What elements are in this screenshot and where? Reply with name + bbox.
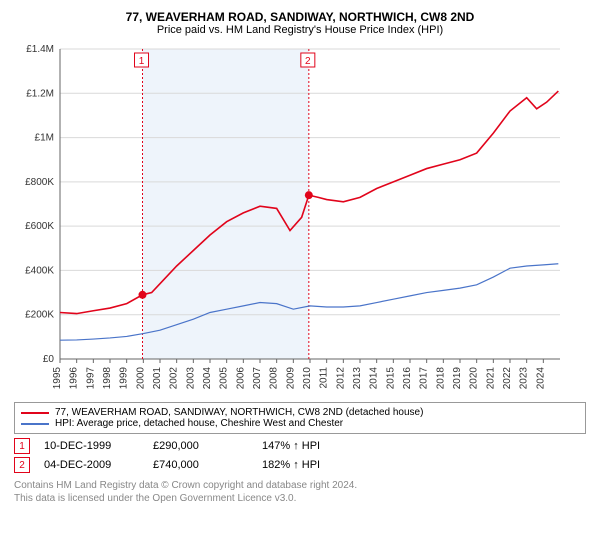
transaction-row: 2 04-DEC-2009 £740,000 182% ↑ HPI <box>14 457 586 473</box>
svg-text:2008: 2008 <box>269 367 280 390</box>
svg-text:2014: 2014 <box>369 367 380 390</box>
svg-text:2011: 2011 <box>319 367 330 389</box>
svg-text:2021: 2021 <box>485 367 496 390</box>
svg-text:2007: 2007 <box>252 367 263 390</box>
footnote: Contains HM Land Registry data © Crown c… <box>14 479 586 505</box>
svg-text:£200K: £200K <box>25 310 54 321</box>
svg-text:2018: 2018 <box>435 367 446 390</box>
svg-text:2013: 2013 <box>352 367 363 390</box>
svg-text:£1.2M: £1.2M <box>26 88 54 99</box>
svg-text:2019: 2019 <box>452 367 463 390</box>
legend-label: HPI: Average price, detached house, Ches… <box>55 418 343 429</box>
svg-text:1996: 1996 <box>69 367 80 390</box>
svg-text:2012: 2012 <box>335 367 346 390</box>
svg-text:1: 1 <box>139 56 145 67</box>
svg-text:2015: 2015 <box>385 367 396 390</box>
transaction-marker: 2 <box>14 457 30 473</box>
transaction-hpi: 182% ↑ HPI <box>262 459 357 471</box>
transaction-date: 04-DEC-2009 <box>44 459 139 471</box>
transaction-marker: 1 <box>14 438 30 454</box>
svg-text:2023: 2023 <box>519 367 530 390</box>
svg-text:1999: 1999 <box>119 367 130 390</box>
legend-label: 77, WEAVERHAM ROAD, SANDIWAY, NORTHWICH,… <box>55 407 423 418</box>
svg-text:2010: 2010 <box>302 367 313 390</box>
page-subtitle: Price paid vs. HM Land Registry's House … <box>10 24 590 36</box>
chart-container: £0 £200K £400K £600K £800K £1M £1.2M £1.4M 1995 1… <box>10 44 590 394</box>
svg-text:2003: 2003 <box>185 367 196 390</box>
svg-text:£400K: £400K <box>25 265 54 276</box>
svg-text:2004: 2004 <box>202 367 213 390</box>
svg-text:2001: 2001 <box>152 367 163 390</box>
transaction-price: £740,000 <box>153 459 248 471</box>
svg-text:2005: 2005 <box>219 367 230 390</box>
transaction-price: £290,000 <box>153 440 248 452</box>
legend-item: 77, WEAVERHAM ROAD, SANDIWAY, NORTHWICH,… <box>21 407 579 418</box>
svg-text:£1M: £1M <box>35 133 54 144</box>
legend-swatch <box>21 412 49 414</box>
svg-text:2020: 2020 <box>469 367 480 390</box>
svg-text:2000: 2000 <box>135 367 146 390</box>
svg-text:£0: £0 <box>43 354 55 365</box>
svg-text:2: 2 <box>305 56 311 67</box>
svg-text:£1.4M: £1.4M <box>26 44 54 55</box>
transactions-table: 1 10-DEC-1999 £290,000 147% ↑ HPI 2 04-DEC-20… <box>14 438 586 473</box>
svg-text:2017: 2017 <box>419 367 430 390</box>
page-title: 77, WEAVERHAM ROAD, SANDIWAY, NORTHWICH,… <box>10 10 590 24</box>
footnote-line-1: Contains HM Land Registry data © Crown c… <box>14 479 586 492</box>
price-chart: £0 £200K £400K £600K £800K £1M £1.2M £1.4M 1995 1… <box>10 44 570 394</box>
svg-text:1998: 1998 <box>102 367 113 390</box>
svg-text:1997: 1997 <box>85 367 96 390</box>
svg-text:2002: 2002 <box>169 367 180 390</box>
svg-text:£800K: £800K <box>25 177 54 188</box>
footnote-line-2: This data is licensed under the Open Gov… <box>14 492 586 505</box>
svg-text:2024: 2024 <box>535 367 546 390</box>
svg-text:2016: 2016 <box>402 367 413 390</box>
legend-item: HPI: Average price, detached house, Ches… <box>21 418 579 429</box>
legend-swatch <box>21 423 49 425</box>
transaction-date: 10-DEC-1999 <box>44 440 139 452</box>
transaction-row: 1 10-DEC-1999 £290,000 147% ↑ HPI <box>14 438 586 454</box>
svg-text:2022: 2022 <box>502 367 513 390</box>
svg-text:2006: 2006 <box>235 367 246 390</box>
legend: 77, WEAVERHAM ROAD, SANDIWAY, NORTHWICH,… <box>14 402 586 434</box>
svg-text:£600K: £600K <box>25 221 54 232</box>
svg-text:2009: 2009 <box>285 367 296 390</box>
svg-text:1995: 1995 <box>52 367 63 390</box>
transaction-hpi: 147% ↑ HPI <box>262 440 357 452</box>
